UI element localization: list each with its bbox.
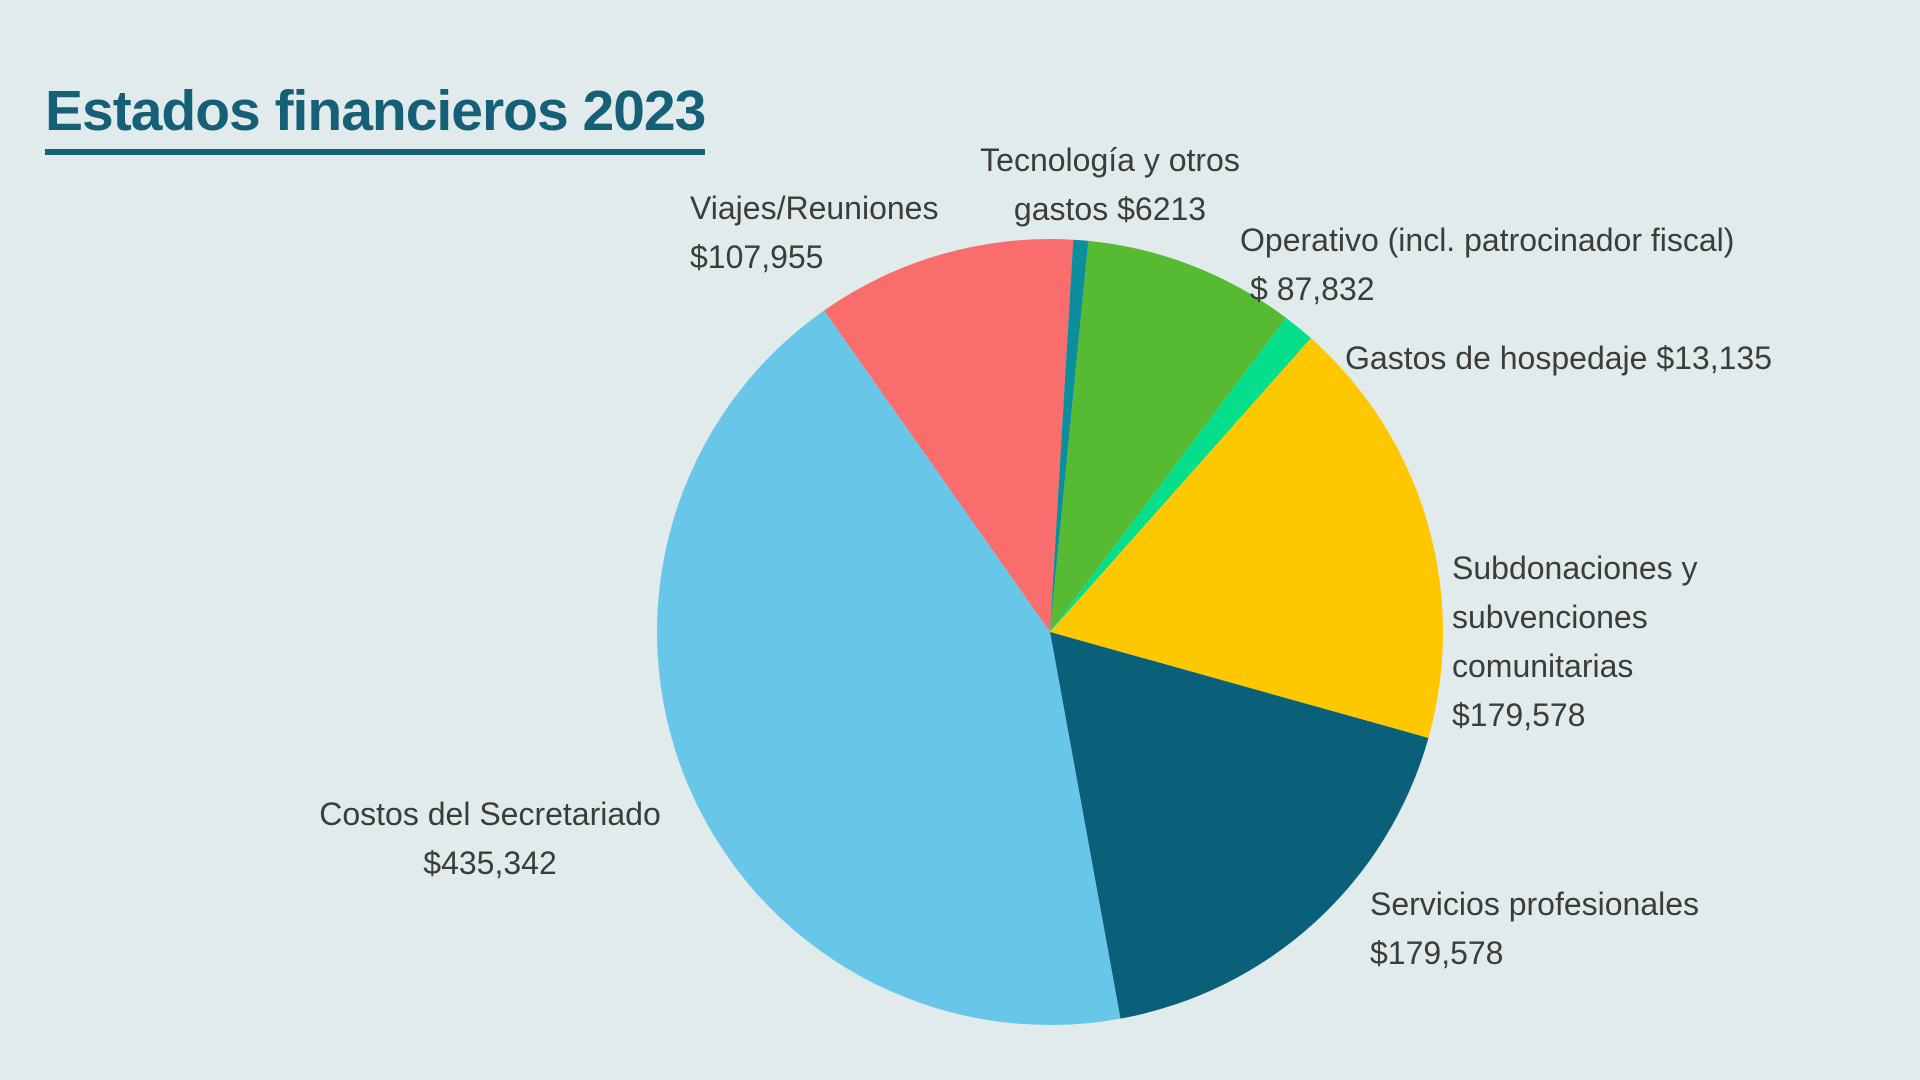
- label-line: comunitarias: [1452, 648, 1634, 684]
- label-line: Operativo (incl. patrocinador fiscal): [1240, 222, 1735, 258]
- label-line: Subdonaciones y: [1452, 550, 1698, 586]
- pie-slice-subdonaciones: [1050, 338, 1443, 738]
- label-line: $179,578: [1370, 935, 1504, 971]
- pie-slice-costos-secretariado: [657, 310, 1121, 1025]
- label-viajes-reuniones: Viajes/Reuniones $107,955: [690, 184, 938, 282]
- label-line: $179,578: [1452, 697, 1586, 733]
- label-line: subvenciones: [1452, 599, 1648, 635]
- label-gastos-hospedaje: Gastos de hospedaje $13,135: [1345, 334, 1772, 383]
- label-tecnologia-otros-gastos: Tecnología y otros gastos $6213: [930, 136, 1290, 234]
- label-line: gastos $6213: [1013, 191, 1207, 227]
- label-line: Viajes/Reuniones: [690, 190, 939, 226]
- pie-chart-svg: [657, 239, 1443, 1025]
- label-subdonaciones: Subdonaciones y subvenciones comunitaria…: [1452, 544, 1698, 740]
- label-line: Tecnología y otros: [980, 142, 1240, 178]
- pie-slice-operativo: [1050, 240, 1287, 632]
- label-line: $435,342: [423, 845, 557, 881]
- label-costos-secretariado: Costos del Secretariado $435,342: [285, 790, 695, 888]
- pie-slice-servicios-profesionales: [1050, 632, 1429, 1019]
- label-line: Gastos de hospedaje $13,135: [1345, 340, 1772, 376]
- label-operativo: Operativo (incl. patrocinador fiscal) $ …: [1240, 216, 1734, 314]
- pie-slice-viajes-reuniones: [824, 239, 1074, 633]
- label-line: Servicios profesionales: [1370, 886, 1700, 922]
- label-line: Costos del Secretariado: [319, 796, 661, 832]
- label-line: $107,955: [690, 239, 824, 275]
- pie-slice-gastos-hospedaje: [1050, 317, 1311, 632]
- pie-chart: [657, 239, 1443, 1025]
- pie-slice-tecnologia-otros-gastos: [1050, 239, 1089, 632]
- page-title: Estados financieros 2023: [45, 78, 706, 156]
- label-servicios-profesionales: Servicios profesionales $179,578: [1370, 880, 1699, 978]
- label-line: $ 87,832: [1250, 271, 1375, 307]
